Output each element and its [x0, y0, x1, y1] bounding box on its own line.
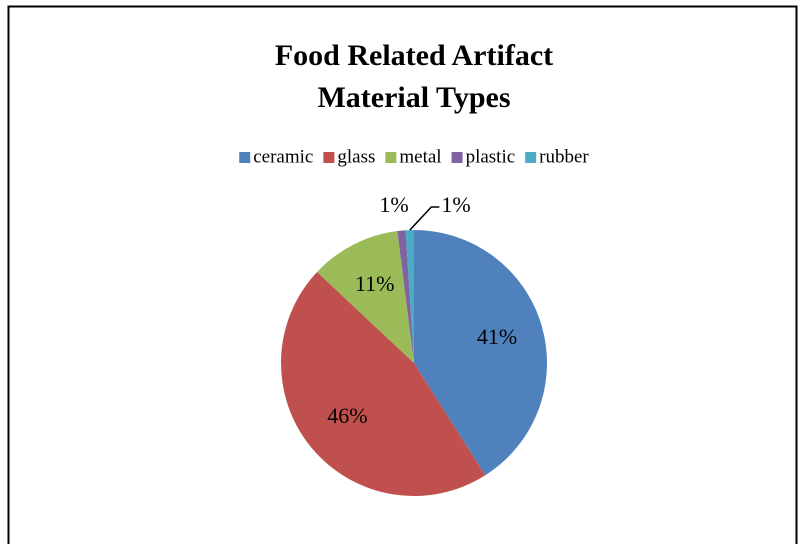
legend-label: ceramic [253, 146, 313, 167]
pie-slice [281, 271, 486, 496]
legend-label: rubber [539, 146, 589, 167]
legend-swatch [239, 152, 251, 163]
legend-swatch [525, 152, 537, 163]
pie-slice [405, 230, 414, 363]
leader-line [409, 206, 440, 231]
data-label: 1% [441, 192, 470, 217]
legend-swatch [385, 152, 397, 163]
pie-slice [397, 230, 414, 363]
pie-slice [317, 231, 414, 363]
legend-label: glass [337, 146, 375, 167]
legend: ceramic glass metal plastic rubber [239, 146, 589, 167]
legend-swatch [451, 152, 463, 163]
legend-label: plastic [466, 146, 516, 167]
pie: 41% 46% 11% 1% 1% [281, 192, 547, 496]
chart-title: Material Types [317, 81, 510, 114]
data-label: 11% [355, 271, 395, 296]
legend-label: metal [399, 146, 441, 167]
pie-slice [414, 230, 547, 476]
chart-title: Food Related Artifact [275, 39, 553, 72]
legend-swatch [323, 152, 335, 163]
chart-frame [7, 5, 798, 549]
data-label: 46% [327, 403, 367, 428]
data-label: 1% [379, 192, 408, 217]
data-label: 41% [477, 324, 517, 349]
